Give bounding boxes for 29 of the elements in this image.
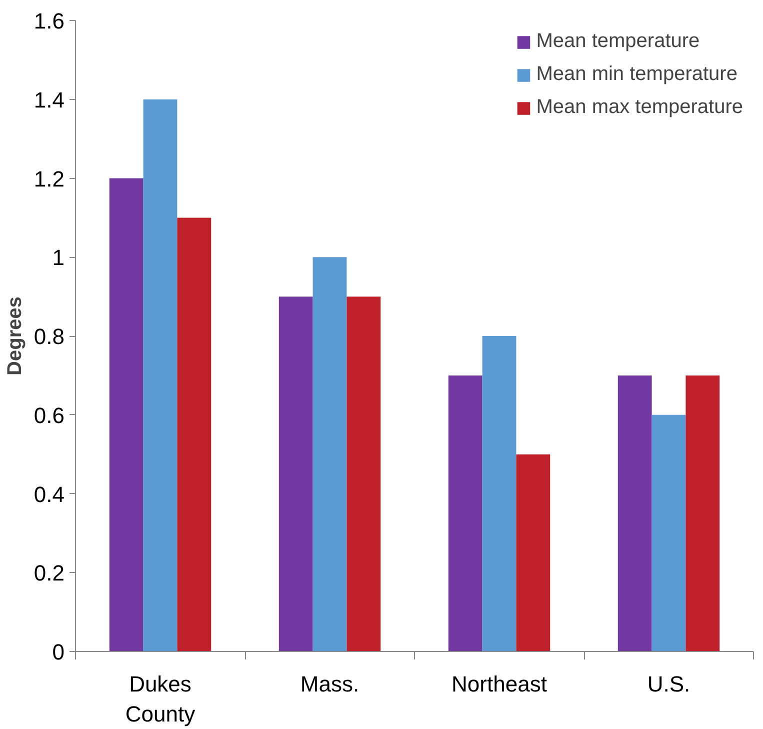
bar bbox=[346, 296, 381, 652]
bar bbox=[652, 414, 686, 652]
y-tick-label: 0.2 bbox=[34, 560, 65, 586]
y-tick-label: 0.8 bbox=[34, 324, 65, 349]
x-tick-label: Mass. bbox=[300, 672, 360, 696]
legend-label: Mean max temperature bbox=[536, 96, 743, 119]
bar bbox=[278, 296, 313, 652]
bar bbox=[618, 375, 652, 652]
bar bbox=[177, 218, 212, 652]
y-tick-label: 0.6 bbox=[34, 402, 65, 428]
bar bbox=[482, 336, 516, 652]
y-tick-label: 1 bbox=[52, 245, 65, 270]
bar bbox=[109, 178, 144, 652]
bar bbox=[143, 99, 178, 652]
legend-label: Mean temperature bbox=[536, 30, 700, 53]
bar bbox=[686, 375, 720, 652]
y-tick-label: 1.2 bbox=[34, 166, 65, 192]
y-tick-label: 1.4 bbox=[34, 87, 65, 112]
x-tick-label: Northeast bbox=[452, 672, 547, 696]
y-axis-title: Degrees bbox=[4, 296, 26, 376]
bar bbox=[448, 375, 482, 652]
y-tick-label: 1.6 bbox=[34, 8, 65, 34]
x-tick-label: U.S. bbox=[647, 672, 690, 696]
x-tick-label: Dukes County bbox=[125, 672, 196, 726]
bar bbox=[516, 454, 550, 652]
y-tick-label: 0 bbox=[52, 640, 65, 664]
legend-label: Mean min temperature bbox=[536, 63, 738, 86]
y-tick-label: 0.4 bbox=[34, 482, 65, 507]
bar bbox=[312, 257, 347, 652]
